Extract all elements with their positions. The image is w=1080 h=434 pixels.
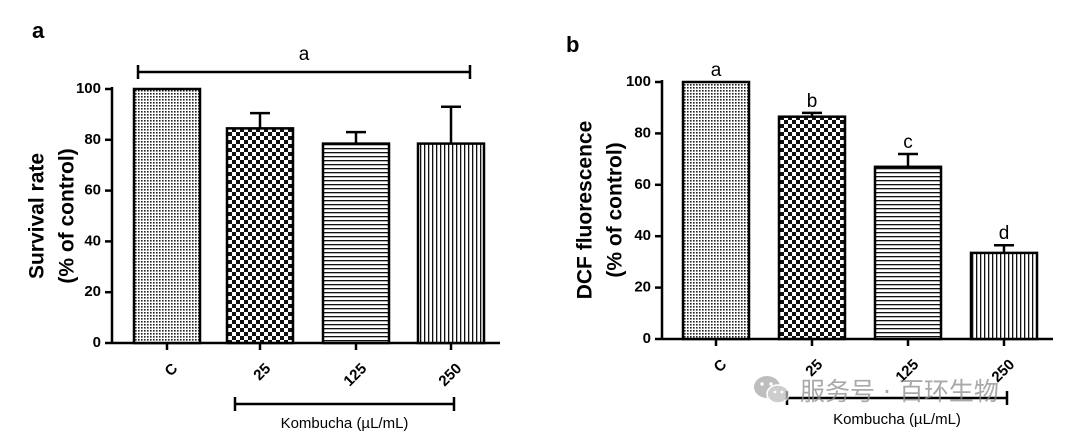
y-tick-label: 0 — [643, 330, 651, 347]
significance-letter: b — [807, 91, 818, 112]
y-tick-label: 20 — [634, 279, 651, 296]
significance-letter: a — [711, 60, 722, 81]
x-tick-label: 125 — [340, 360, 370, 390]
x-tick-label: 25 — [250, 360, 274, 384]
group-label: Kombucha (µL/mL) — [833, 411, 961, 428]
y-axis-subtitle: (% of control) — [604, 142, 627, 277]
bar — [873, 165, 943, 341]
panel-label: b — [566, 32, 579, 57]
bar — [321, 142, 391, 345]
bar — [416, 142, 486, 345]
bar — [225, 127, 295, 345]
y-axis-title: Survival rate — [26, 153, 49, 279]
y-tick-label: 40 — [634, 227, 651, 244]
watermark-text: 服务号 · 百环生物 — [800, 377, 999, 406]
bar — [132, 87, 202, 345]
chart-panel-b: b DCF fluorescence (% of control) 0 20 40 60 80… — [566, 32, 1053, 428]
y-tick-label: 60 — [634, 176, 651, 193]
x-tick-label: 250 — [435, 360, 465, 390]
bar — [681, 80, 751, 341]
y-tick-label: 60 — [84, 182, 101, 199]
wechat-logo-icon — [754, 376, 790, 404]
y-axis-subtitle: (% of control) — [56, 148, 79, 283]
x-tick-label: C — [161, 360, 181, 380]
y-tick-label: 80 — [84, 131, 101, 148]
y-tick-label: 40 — [84, 232, 101, 249]
y-tick-label: 0 — [93, 334, 101, 351]
y-tick-label: 20 — [84, 283, 101, 300]
significance-letter: c — [903, 132, 913, 153]
bar — [969, 251, 1039, 341]
watermark: 服务号 · 百环生物 — [752, 372, 999, 408]
significance-letter: d — [999, 223, 1010, 244]
y-tick-label: 100 — [76, 80, 101, 97]
y-tick-label: 100 — [626, 73, 651, 90]
bar — [777, 115, 847, 341]
panel-label: a — [32, 18, 45, 43]
group-label: Kombucha (µL/mL) — [281, 415, 409, 432]
y-tick-label: 80 — [634, 124, 651, 141]
y-axis-title: DCF fluorescence — [574, 121, 597, 300]
chart-panel-a: a Survival rate (% of control) 0 20 40 60 80 100… — [26, 18, 500, 432]
x-tick-label: C — [710, 356, 730, 376]
annotation-label: a — [299, 44, 310, 65]
